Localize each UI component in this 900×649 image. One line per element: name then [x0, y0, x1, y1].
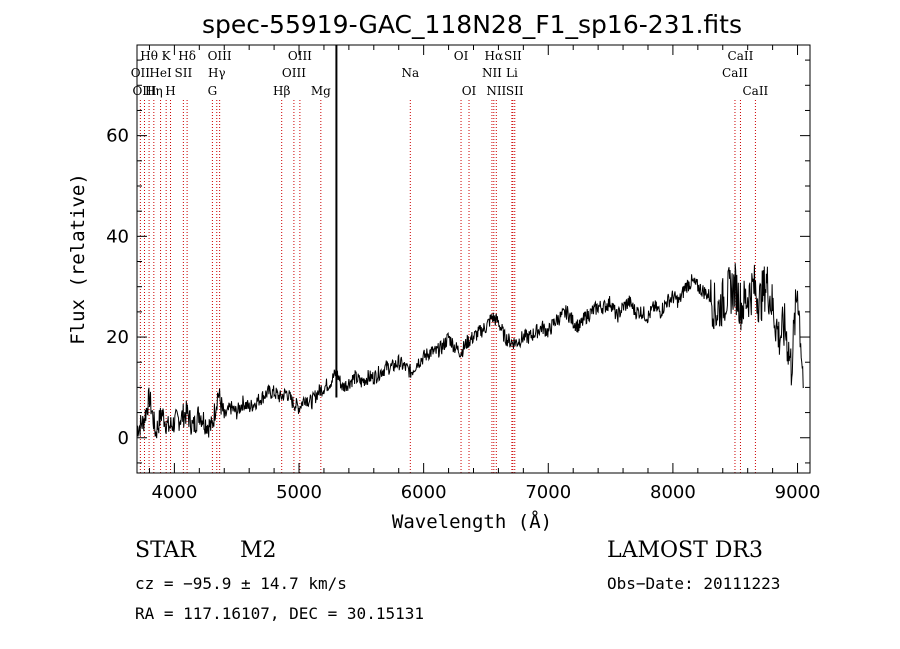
spectral-line-label: H [165, 84, 175, 98]
y-tick-label: 60 [106, 126, 129, 147]
spectral-line-label: Hη [145, 84, 163, 98]
spectral-line-label: SII [504, 49, 522, 63]
spectral-line-label: Mg [311, 84, 331, 98]
x-tick-label: 4000 [151, 482, 197, 503]
spectral-line-label: Hγ [208, 66, 226, 80]
chart-title: spec-55919-GAC_118N28_F1_sp16-231.fits [202, 10, 742, 39]
axis-ticks: 4000 5000 6000 7000 8000 9000 0 20 40 60 [106, 45, 820, 503]
object-class: STAR [135, 538, 196, 563]
spectral-line-label: OIII [132, 84, 156, 98]
x-tick-label: 9000 [775, 482, 821, 503]
x-tick-label: 7000 [525, 482, 571, 503]
spectral-line-label: Hα [485, 49, 504, 63]
x-axis-label: Wavelength (Å) [392, 510, 552, 533]
spectral-line-label: HeI [149, 66, 172, 80]
spectral-line-label: Hθ [140, 49, 158, 63]
spectral-line-label: OI [462, 84, 477, 98]
spectral-line-label: Hδ [178, 49, 196, 63]
spectral-line-label: K [162, 49, 172, 63]
survey-name: LAMOST DR3 [607, 538, 763, 563]
object-subclass: M2 [240, 538, 277, 563]
x-tick-label: 6000 [401, 482, 447, 503]
spectral-line-label: OIII [208, 49, 232, 63]
spectral-line-label: CaII [722, 66, 748, 80]
spectral-line-label: CaII [728, 49, 754, 63]
spectral-line-label: OII [131, 66, 151, 80]
flux-line [136, 263, 804, 439]
spectral-line-label: NII [482, 66, 502, 80]
y-tick-label: 20 [106, 327, 129, 348]
y-tick-label: 40 [106, 226, 129, 247]
coordinates: RA = 117.16107, DEC = 30.15131 [135, 604, 424, 623]
spectral-line-label: OI [454, 49, 469, 63]
y-tick-label: 0 [118, 428, 129, 449]
redshift-text: cz = −95.9 ± 14.7 km/s [135, 574, 347, 593]
x-tick-label: 5000 [276, 482, 322, 503]
obs-date: Obs−Date: 20111223 [607, 574, 781, 593]
spectral-line-label: Li [506, 66, 518, 80]
spectral-line-label: NII [486, 84, 506, 98]
spectral-line-label: Na [401, 66, 419, 80]
y-axis-label: Flux (relative) [67, 173, 89, 345]
spectral-line-label: Hβ [273, 84, 290, 98]
x-tick-label: 8000 [650, 482, 696, 503]
flux-series [136, 45, 804, 439]
spectral-line-label: OIII [282, 66, 306, 80]
spectral-line-label: SII [175, 66, 193, 80]
spectral-line-label: CaII [742, 84, 768, 98]
spectral-line-label: G [208, 84, 218, 98]
spectral-line-label: OIII [288, 49, 312, 63]
spectral-line-label: SII [506, 84, 524, 98]
